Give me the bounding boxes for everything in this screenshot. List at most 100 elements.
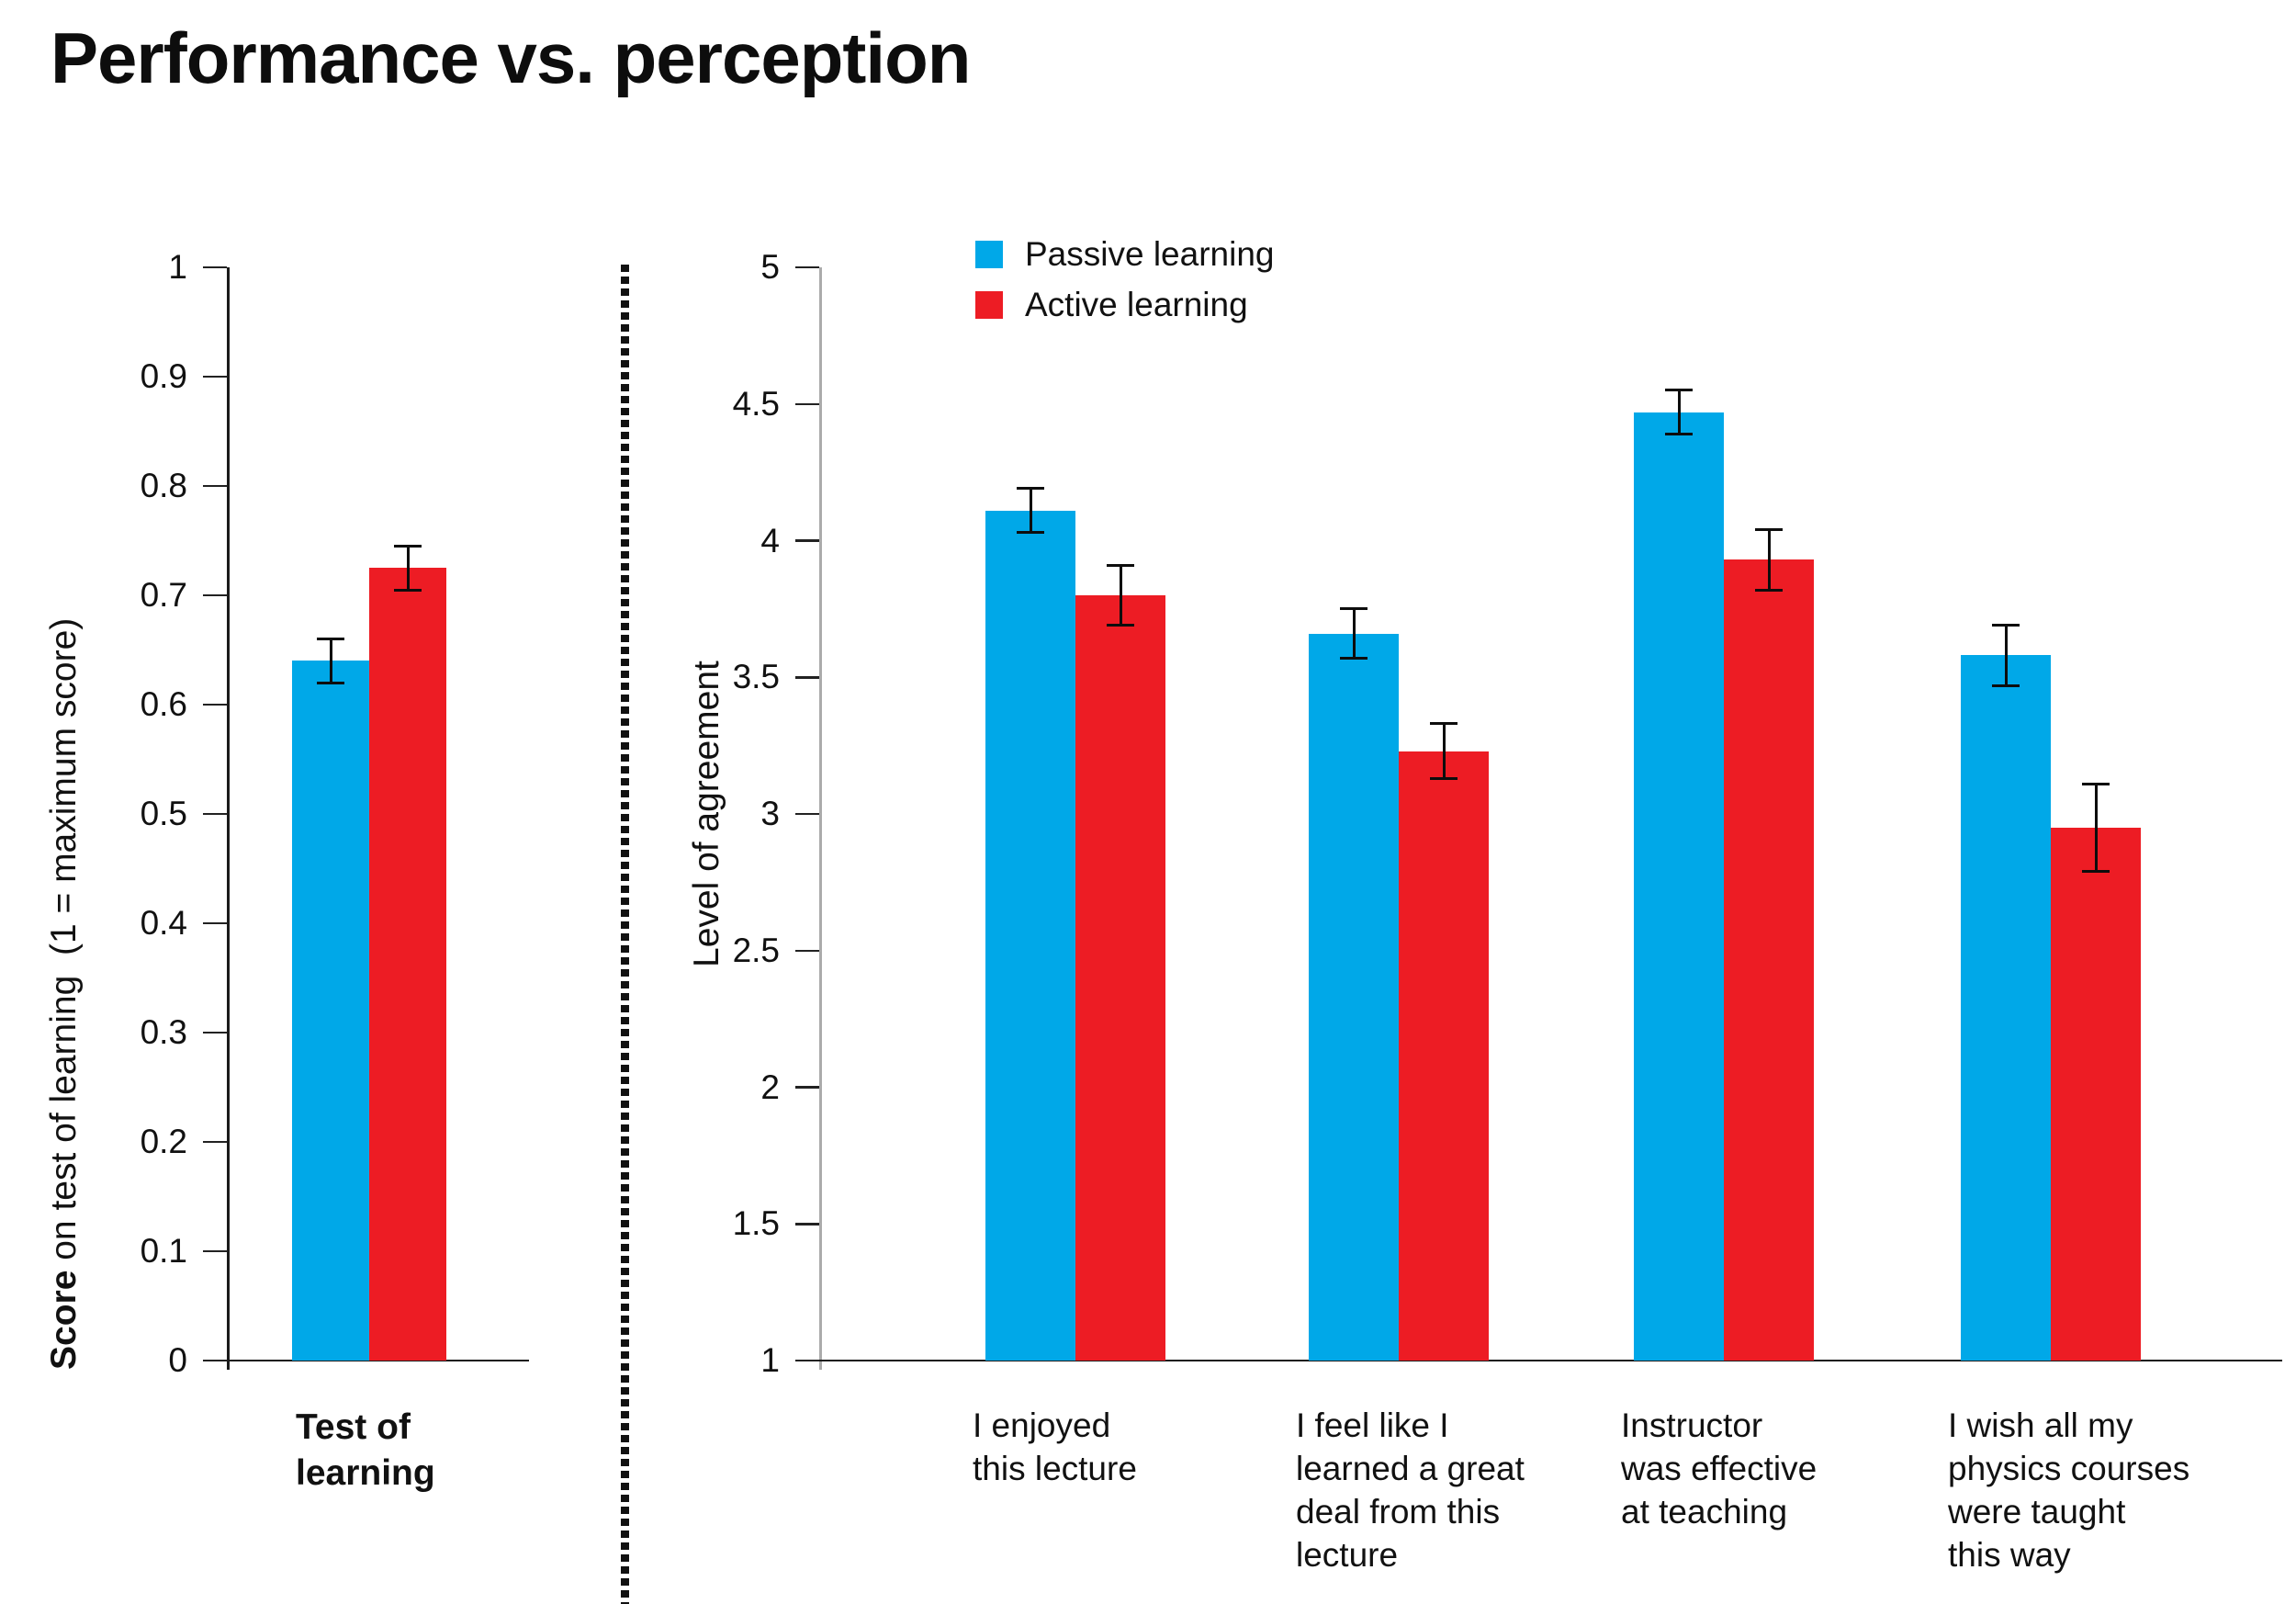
y-tick-mark (795, 949, 819, 952)
bar-active (1075, 595, 1165, 1361)
bar-passive (292, 661, 369, 1361)
error-bar-cap (1992, 624, 2020, 627)
y-tick-mark (203, 703, 227, 706)
error-bar-cap (2082, 869, 2110, 873)
error-bar-stem (1029, 488, 1032, 533)
y-tick-label: 1.5 (732, 1204, 780, 1243)
y-tick-label: 4 (760, 521, 780, 559)
bar-passive (985, 510, 1075, 1361)
error-bar-stem (2094, 784, 2098, 872)
error-bar-stem (1352, 608, 1356, 659)
y-tick-mark (203, 375, 227, 378)
y-tick-label: 3.5 (732, 658, 780, 696)
error-bar-stem (406, 546, 410, 591)
error-bar-cap (1017, 531, 1044, 535)
y-tick-label: 3 (760, 795, 780, 832)
bar-passive (1961, 655, 2051, 1361)
error-bar-stem (329, 638, 332, 683)
y-tick-mark (795, 402, 819, 405)
legend-label: Active learning (1025, 286, 1248, 323)
category-label: Instructor was effective at teaching (1621, 1406, 1818, 1531)
error-bar-cap (1340, 607, 1367, 611)
y-tick-mark (795, 539, 819, 542)
error-bar-stem (1677, 390, 1681, 435)
error-bar-cap (1107, 563, 1134, 567)
y-tick-mark (203, 1140, 227, 1144)
error-bar-cap (1340, 656, 1367, 660)
page-title: Performance vs. perception (51, 17, 971, 98)
active-color-swatch (975, 291, 1003, 319)
right-chart-plot: 1 1.5 2 2.5 3 3.5 4 4.5 5 I enjoyed this lecture I … (733, 248, 2282, 1574)
legend-item-active: Active learning (975, 286, 1274, 323)
error-bar-cap (2082, 782, 2110, 785)
y-tick-mark (203, 812, 227, 816)
error-bar-cap (1755, 588, 1783, 592)
y-tick-label: 0.7 (140, 576, 187, 614)
legend-item-passive: Passive learning (975, 235, 1275, 273)
y-tick-label: 2.5 (732, 931, 780, 969)
y-tick-mark (795, 1359, 819, 1362)
error-bar-cap (1017, 487, 1044, 491)
y-tick-mark (203, 1359, 227, 1362)
left-y-axis-line (227, 267, 230, 1370)
error-bar-cap (1665, 389, 1693, 392)
y-tick-label: 0.9 (140, 357, 187, 395)
y-tick-label: 0 (168, 1341, 187, 1379)
y-tick-label: 0.4 (140, 904, 187, 942)
error-bar-stem (2004, 625, 2008, 686)
error-bar-cap (1107, 624, 1134, 627)
y-tick-mark (795, 812, 819, 816)
y-tick-mark (203, 484, 227, 488)
y-tick-label: 0.5 (140, 795, 187, 832)
error-bar-stem (1767, 529, 1771, 591)
y-tick-mark (795, 265, 819, 269)
y-tick-mark (203, 593, 227, 597)
y-tick-label: 4.5 (732, 384, 780, 423)
y-tick-label: 5 (760, 248, 780, 286)
y-tick-label: 0.1 (140, 1232, 187, 1270)
y-tick-mark (203, 265, 227, 269)
y-tick-label: 0.2 (140, 1123, 187, 1160)
y-tick-mark (795, 1223, 819, 1226)
dotted-divider-line (621, 265, 629, 1604)
category-label: I wish all my physics courses were taught t… (1948, 1406, 2190, 1574)
error-bar-cap (1755, 528, 1783, 532)
bar-passive (1634, 412, 1724, 1361)
error-bar-cap (1430, 776, 1458, 780)
bar-active (369, 568, 446, 1361)
y-tick-label: 0.6 (140, 685, 187, 723)
y-tick-label: 0.8 (140, 467, 187, 504)
right-x-axis-line (819, 1359, 2282, 1361)
error-bar-cap (317, 638, 344, 641)
left-chart-plot: 0 0.1 0.2 0.3 0.4 0.5 0.6 0.7 0.8 0.9 1 Test of lear… (141, 248, 529, 1493)
y-tick-mark (795, 676, 819, 679)
error-bar-stem (1442, 723, 1446, 779)
error-bar-stem (1119, 565, 1122, 626)
passive-color-swatch (975, 241, 1003, 268)
category-label: Test of learning (296, 1407, 435, 1493)
y-tick-mark (795, 1086, 819, 1089)
legend: Passive learning Active learning (975, 235, 1275, 338)
category-label: I enjoyed this lecture (973, 1406, 1137, 1487)
y-tick-label: 0.3 (140, 1013, 187, 1051)
error-bar-cap (394, 544, 422, 548)
error-bar-cap (1430, 722, 1458, 726)
bar-passive (1309, 633, 1399, 1361)
bar-active (2051, 827, 2141, 1361)
y-tick-mark (203, 921, 227, 925)
bar-active (1399, 751, 1489, 1361)
y-tick-label: 1 (168, 248, 187, 286)
y-tick-label: 2 (760, 1067, 780, 1106)
error-bar-cap (394, 588, 422, 592)
right-y-axis-line (819, 267, 822, 1370)
error-bar-cap (317, 681, 344, 684)
bar-active (1724, 559, 1814, 1361)
error-bar-cap (1992, 683, 2020, 687)
legend-label: Passive learning (1025, 235, 1275, 273)
y-tick-label: 1 (760, 1341, 780, 1379)
y-tick-mark (203, 1249, 227, 1253)
y-tick-mark (203, 1031, 227, 1034)
error-bar-cap (1665, 432, 1693, 435)
